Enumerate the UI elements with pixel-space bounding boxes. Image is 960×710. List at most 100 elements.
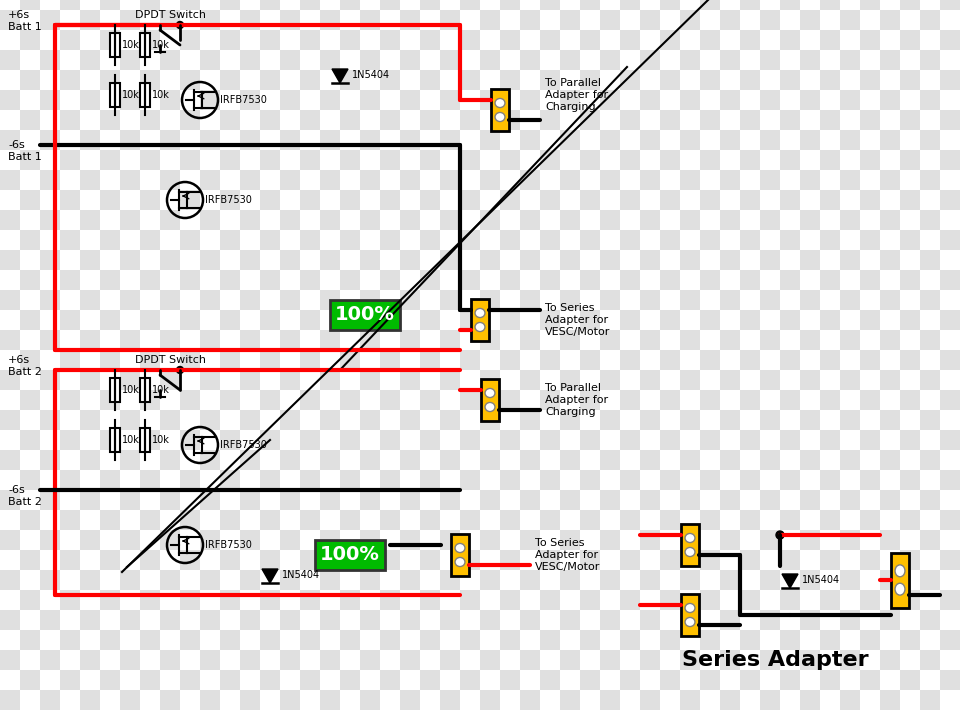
Bar — [620, 290, 640, 310]
Bar — [660, 570, 680, 590]
Bar — [480, 610, 500, 630]
Bar — [240, 130, 260, 150]
Bar — [220, 570, 240, 590]
Bar — [820, 390, 840, 410]
Bar — [60, 190, 80, 210]
Bar — [580, 350, 600, 370]
Bar — [700, 670, 720, 690]
Bar — [140, 490, 160, 510]
Bar — [400, 270, 420, 290]
Bar — [240, 70, 260, 90]
Bar — [420, 410, 440, 430]
Bar — [340, 90, 360, 110]
Bar — [120, 230, 140, 250]
Bar — [760, 230, 780, 250]
Bar — [840, 70, 860, 90]
Bar — [840, 670, 860, 690]
Bar — [40, 630, 60, 650]
Bar — [360, 330, 380, 350]
Bar — [80, 110, 100, 130]
Bar — [920, 330, 940, 350]
Bar — [240, 30, 260, 50]
Bar — [0, 610, 20, 630]
Bar — [300, 30, 320, 50]
Bar — [880, 130, 900, 150]
Bar — [480, 70, 500, 90]
Bar — [560, 30, 580, 50]
Bar — [320, 610, 340, 630]
Bar — [500, 650, 520, 670]
Bar — [560, 630, 580, 650]
Bar — [820, 610, 840, 630]
Bar — [660, 310, 680, 330]
Bar — [840, 110, 860, 130]
Bar — [40, 310, 60, 330]
Bar — [700, 70, 720, 90]
Bar — [500, 470, 520, 490]
Bar — [900, 190, 920, 210]
Bar — [560, 610, 580, 630]
Bar — [260, 350, 280, 370]
Bar — [700, 450, 720, 470]
Bar — [440, 470, 460, 490]
Bar — [940, 450, 960, 470]
Bar — [180, 610, 200, 630]
Bar — [160, 310, 180, 330]
Bar — [900, 410, 920, 430]
Bar — [560, 230, 580, 250]
Bar — [620, 170, 640, 190]
Bar — [280, 690, 300, 710]
Bar — [600, 170, 620, 190]
Bar — [380, 170, 400, 190]
Bar — [560, 510, 580, 530]
Bar — [520, 570, 540, 590]
Bar — [60, 230, 80, 250]
Bar — [240, 50, 260, 70]
Bar — [220, 250, 240, 270]
Bar — [220, 70, 240, 90]
Bar — [480, 150, 500, 170]
Bar — [580, 270, 600, 290]
Bar — [640, 610, 660, 630]
Bar — [300, 10, 320, 30]
Bar — [100, 0, 120, 10]
Bar — [360, 410, 380, 430]
Bar — [940, 370, 960, 390]
Bar — [140, 130, 160, 150]
Bar — [680, 390, 700, 410]
Bar — [560, 530, 580, 550]
Bar — [900, 10, 920, 30]
Bar — [480, 30, 500, 50]
Bar — [160, 650, 180, 670]
Bar — [0, 10, 20, 30]
Bar — [720, 470, 740, 490]
Bar — [240, 10, 260, 30]
Bar — [160, 0, 180, 10]
Bar — [840, 230, 860, 250]
Bar — [40, 590, 60, 610]
Bar — [820, 330, 840, 350]
Bar — [780, 330, 800, 350]
Bar — [280, 410, 300, 430]
Bar — [540, 470, 560, 490]
Bar — [720, 150, 740, 170]
Bar — [20, 610, 40, 630]
Bar — [200, 30, 220, 50]
Bar — [280, 290, 300, 310]
Bar — [520, 130, 540, 150]
Bar — [180, 470, 200, 490]
Bar — [480, 650, 500, 670]
Bar — [100, 650, 120, 670]
Bar — [140, 290, 160, 310]
Bar — [0, 170, 20, 190]
Bar — [680, 610, 700, 630]
Bar — [660, 230, 680, 250]
Bar — [660, 350, 680, 370]
Bar — [520, 110, 540, 130]
Bar — [940, 30, 960, 50]
Bar — [760, 310, 780, 330]
Bar — [880, 110, 900, 130]
Bar — [800, 630, 820, 650]
Bar — [340, 670, 360, 690]
Bar — [460, 230, 480, 250]
